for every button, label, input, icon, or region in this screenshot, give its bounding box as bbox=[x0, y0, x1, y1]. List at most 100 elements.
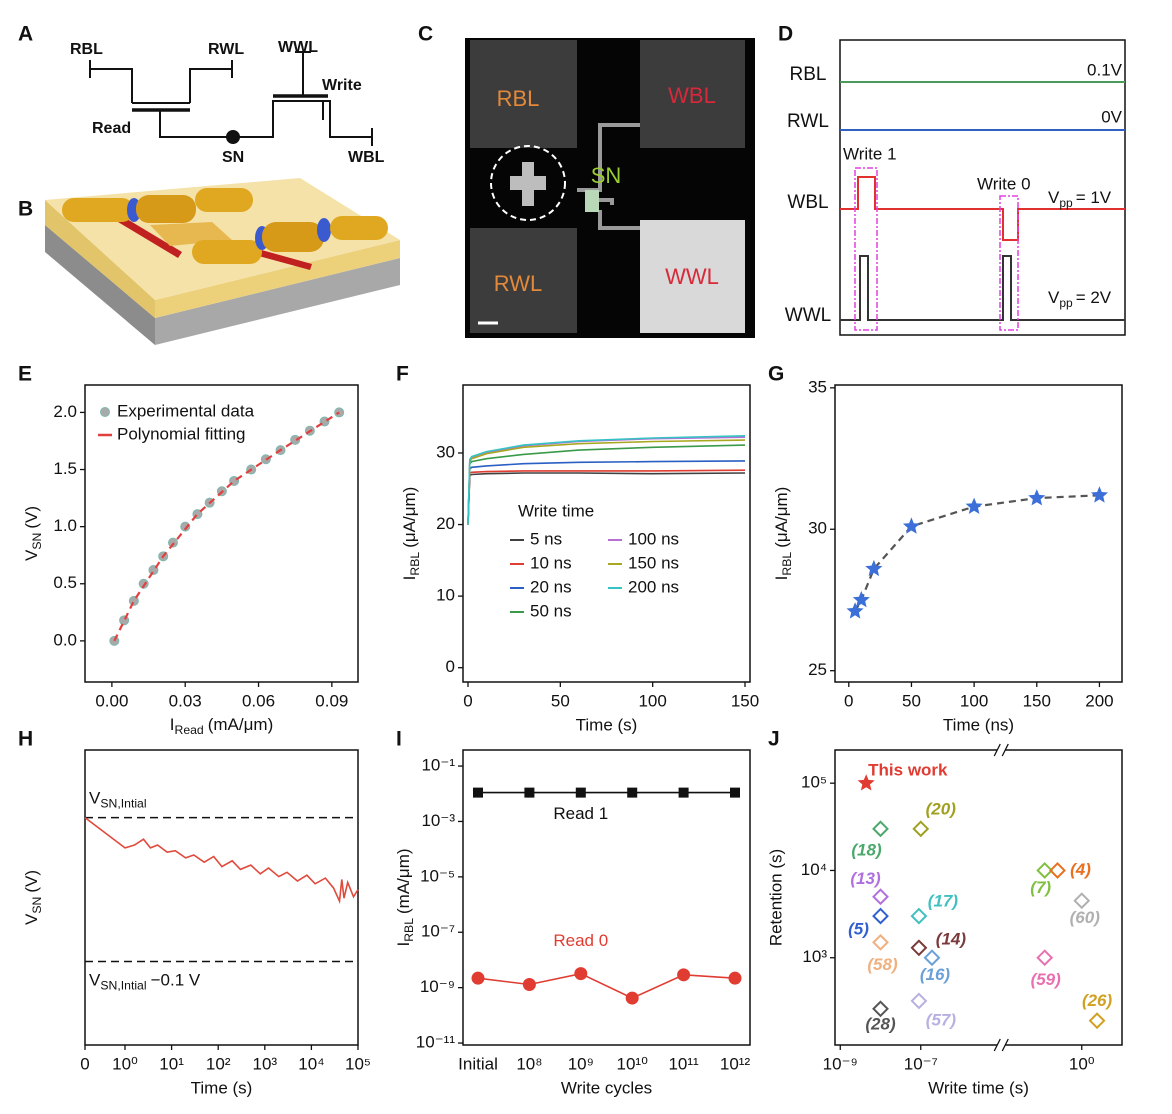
x-tick-label: 0.00 bbox=[95, 691, 128, 710]
series-label: (60) bbox=[1070, 908, 1101, 927]
panel-letter: C bbox=[418, 23, 433, 46]
marker bbox=[1028, 489, 1046, 506]
gate-end bbox=[317, 218, 331, 242]
wwl-wave bbox=[840, 255, 1125, 321]
y-tick-label: 25 bbox=[808, 660, 827, 679]
y-axis-label-sub: RBL bbox=[780, 552, 794, 576]
legend-label: 20 ns bbox=[530, 577, 572, 596]
marker bbox=[625, 991, 639, 1005]
x-tick-label: 10¹⁰ bbox=[617, 1054, 649, 1073]
marker bbox=[1073, 892, 1091, 910]
electrode bbox=[192, 240, 262, 264]
legend-label: 150 ns bbox=[628, 553, 679, 572]
gate bbox=[136, 195, 196, 223]
write-window bbox=[854, 167, 878, 331]
series-label: (58) bbox=[867, 955, 898, 974]
marker bbox=[1036, 862, 1054, 879]
circuit-label: WWL bbox=[278, 39, 318, 56]
x-tick-label: 10⁻⁷ bbox=[904, 1054, 938, 1073]
series-line bbox=[467, 435, 746, 525]
x-tick-label: 0.06 bbox=[242, 691, 275, 710]
series-label: (18) bbox=[851, 840, 882, 859]
marker bbox=[1049, 862, 1066, 879]
y-tick-label: 10 bbox=[436, 586, 455, 605]
y-tick-label: 30 bbox=[808, 519, 827, 538]
marker bbox=[852, 591, 870, 608]
sn-node bbox=[226, 130, 240, 144]
x-tick-label: 100 bbox=[638, 691, 666, 710]
y-axis-label: VSN (V) bbox=[22, 506, 44, 561]
electrode bbox=[195, 188, 253, 212]
wbl-wave bbox=[840, 176, 1125, 241]
circuit-label: RWL bbox=[208, 41, 244, 58]
frame bbox=[839, 39, 1126, 336]
legend-label: 5 ns bbox=[530, 529, 562, 548]
y-tick-label: 0 bbox=[446, 657, 455, 676]
panel-letter: B bbox=[18, 198, 33, 221]
x-tick-label: 150 bbox=[731, 691, 759, 710]
x-tick-label: 50 bbox=[551, 691, 570, 710]
vpp-unit: = 2V bbox=[1076, 288, 1112, 307]
pulse-label: Write 0 bbox=[977, 174, 1031, 193]
x-axis-label: IRead (mA/μm) bbox=[170, 715, 274, 737]
marker bbox=[473, 787, 483, 798]
vpp-unit: = 1V bbox=[1076, 188, 1112, 207]
x-axis-label: Write time (s) bbox=[928, 1078, 1029, 1097]
device-2 bbox=[192, 216, 388, 270]
x-tick-label: 10⁰ bbox=[112, 1054, 138, 1073]
x-axis-label: Time (ns) bbox=[943, 715, 1014, 734]
legend-label: 200 ns bbox=[628, 577, 679, 596]
x-axis-label: Write cycles bbox=[561, 1078, 652, 1097]
reference-label-sub: SN,Intial bbox=[100, 979, 146, 993]
y-axis-label-unit: (mA/μm) bbox=[394, 848, 413, 914]
y-tick-label: 10⁻⁷ bbox=[421, 922, 455, 941]
channel bbox=[118, 216, 182, 258]
marker bbox=[119, 615, 130, 626]
series-label: (7) bbox=[1030, 878, 1051, 897]
panel-letter: H bbox=[18, 728, 33, 751]
series-label: (14) bbox=[936, 929, 967, 948]
y-axis-label-unit: (V) bbox=[22, 870, 41, 893]
reference-label-sub: SN,Intial bbox=[100, 797, 146, 811]
circuit-label: Write bbox=[322, 77, 362, 94]
circuit-label: Read bbox=[92, 120, 131, 137]
series-label: (17) bbox=[928, 892, 959, 911]
y-tick-label: 20 bbox=[436, 514, 455, 533]
pad-label: RWL bbox=[494, 271, 543, 296]
vpp-main: V bbox=[1048, 288, 1060, 307]
oxide-left bbox=[45, 200, 155, 318]
marker bbox=[965, 497, 983, 514]
y-axis-label-main: I bbox=[394, 942, 413, 947]
x-axis-label-main: I bbox=[170, 715, 175, 734]
legend-label: 10 ns bbox=[530, 553, 572, 572]
marker bbox=[627, 787, 638, 798]
panel-letter: I bbox=[396, 728, 402, 751]
marker bbox=[910, 992, 928, 1010]
pad-label: SN bbox=[591, 163, 622, 188]
pulse-label: Write 1 bbox=[843, 144, 897, 163]
pad-label: WWL bbox=[665, 264, 719, 289]
circuit-label: WBL bbox=[348, 149, 385, 166]
x-tick-label: 200 bbox=[1085, 691, 1113, 710]
vpp-label: Vpp = 2V bbox=[1048, 288, 1112, 310]
panel-letter: J bbox=[768, 728, 780, 751]
marker bbox=[923, 949, 941, 967]
x-tick-label: 10¹¹ bbox=[668, 1054, 699, 1073]
marker bbox=[902, 517, 920, 534]
reference-label: VSN,Intial bbox=[89, 789, 147, 811]
y-tick-label: 1.5 bbox=[53, 459, 77, 478]
series-label: (26) bbox=[1082, 991, 1113, 1010]
marker bbox=[846, 602, 864, 619]
reference-label-main: V bbox=[89, 971, 101, 990]
vpp-label: Vpp = 1V bbox=[1048, 188, 1112, 210]
channel bbox=[255, 249, 312, 270]
x-axis-label: Time (s) bbox=[576, 715, 638, 734]
vpp-sub: pp bbox=[1059, 296, 1073, 310]
x-axis-label-sub: Read bbox=[174, 723, 203, 737]
x-axis-label-unit: (mA/μm) bbox=[208, 715, 274, 734]
signal-label: WBL bbox=[787, 192, 828, 213]
marker bbox=[138, 578, 149, 589]
vpp-main: V bbox=[1048, 188, 1060, 207]
write-window bbox=[999, 195, 1019, 331]
y-axis-label-main: V bbox=[22, 549, 41, 561]
